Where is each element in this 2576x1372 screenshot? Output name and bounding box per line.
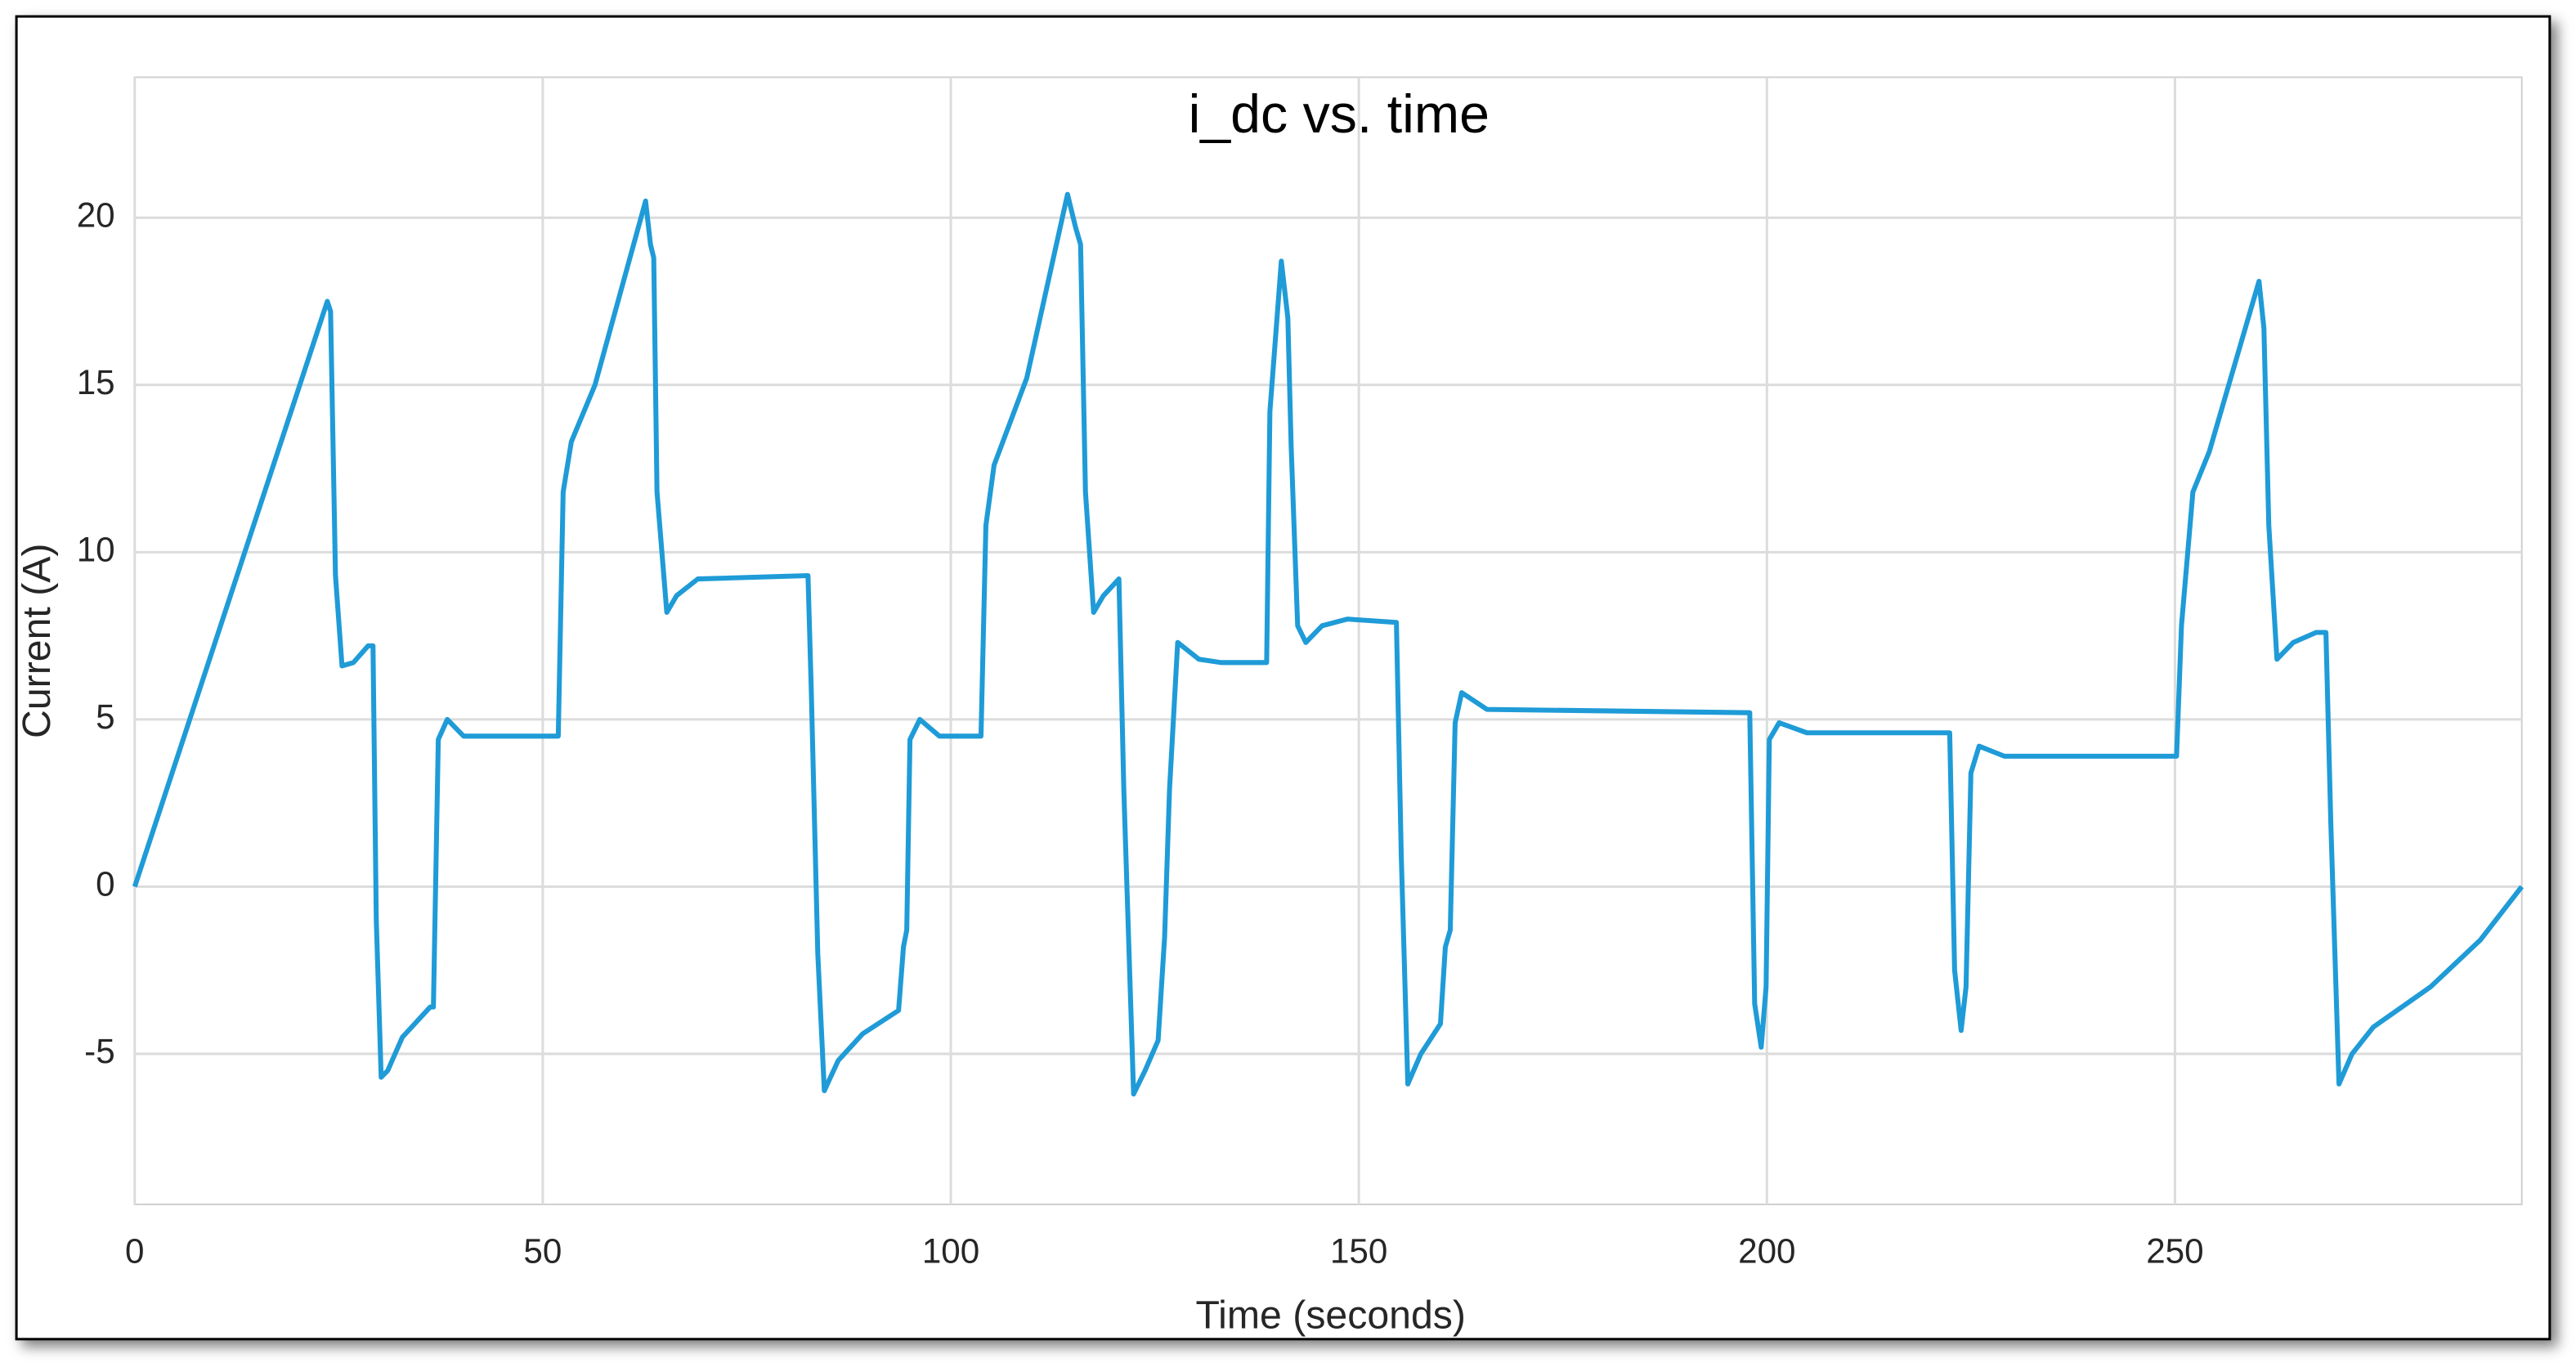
data-line [132,191,2524,1097]
y-tick-label: 0 [96,865,114,903]
y-tick-label: -5 [84,1032,115,1070]
y-axis-label: Current (A) [15,544,59,738]
x-tick-label: 150 [1330,1231,1387,1270]
x-tick-label: 100 [922,1231,979,1270]
x-tick-label: 50 [523,1231,562,1270]
y-tick-label: 20 [77,195,115,234]
x-tick-label: 200 [1738,1231,1795,1270]
x-axis-label: Time (seconds) [1196,1293,1466,1337]
marks [132,191,2524,1097]
x-tick-label: 250 [2146,1231,2203,1270]
plot-area [133,76,2523,1206]
y-tick-label: 10 [77,530,115,568]
y-tick-label: 15 [77,363,115,401]
chart-title: i_dc vs. time [1189,84,1490,145]
x-tick-label: 0 [125,1231,144,1270]
y-tick-label: 5 [96,697,114,736]
